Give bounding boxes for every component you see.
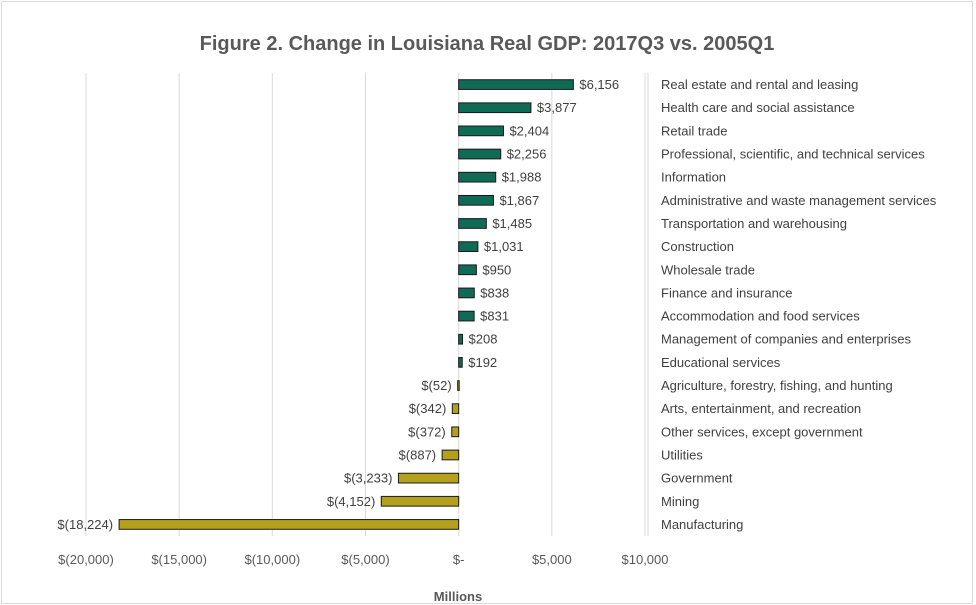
category-label: Manufacturing xyxy=(661,517,743,532)
data-label: $(887) xyxy=(399,447,437,462)
category-label: Mining xyxy=(661,494,699,509)
x-tick-label: $10,000 xyxy=(622,552,669,567)
bar xyxy=(458,102,532,114)
data-label: $2,256 xyxy=(507,147,547,162)
category-label: Finance and insurance xyxy=(661,285,793,300)
bar xyxy=(380,495,460,507)
bar xyxy=(118,519,460,530)
chart-title: Figure 2. Change in Louisiana Real GDP: … xyxy=(200,33,775,55)
category-label: Health care and social assistance xyxy=(661,100,855,115)
data-label: $(18,224) xyxy=(57,517,113,532)
data-label: $(4,152) xyxy=(327,494,375,509)
bar xyxy=(458,264,477,276)
bar xyxy=(451,403,460,415)
data-label: $1,867 xyxy=(499,193,539,208)
data-label: $1,988 xyxy=(502,170,542,185)
category-label: Management of companies and enterprises xyxy=(661,332,912,347)
x-tick-label: $5,000 xyxy=(532,552,572,567)
data-label: $192 xyxy=(468,355,497,370)
x-tick-label: $(20,000) xyxy=(58,552,114,567)
category-label: Transportation and warehousing xyxy=(661,216,847,231)
x-axis-title: Millions xyxy=(434,589,482,604)
category-label: Educational services xyxy=(661,355,781,370)
bar xyxy=(458,218,487,229)
bar xyxy=(458,287,475,299)
bar xyxy=(458,241,479,252)
category-label: Wholesale trade xyxy=(661,262,755,277)
bar xyxy=(458,310,475,322)
category-label: Information xyxy=(661,170,726,185)
category-label: Retail trade xyxy=(661,123,727,138)
bar xyxy=(441,449,460,461)
data-label: $(372) xyxy=(408,424,446,439)
data-label: $208 xyxy=(469,332,498,347)
bar xyxy=(458,79,574,90)
data-label: $831 xyxy=(480,309,509,324)
category-label: Agriculture, forestry, fishing, and hunt… xyxy=(661,378,893,393)
category-label: Other services, except government xyxy=(661,424,863,439)
bar xyxy=(458,125,504,137)
category-label: Utilities xyxy=(661,447,703,462)
bar xyxy=(458,333,464,345)
category-label: Real estate and rental and leasing xyxy=(661,77,858,92)
data-label: $(342) xyxy=(409,401,447,416)
bar xyxy=(397,472,460,484)
data-label: $3,877 xyxy=(537,100,577,115)
x-tick-label: $(15,000) xyxy=(151,552,207,567)
gridlines xyxy=(85,73,649,536)
data-label: $1,485 xyxy=(492,216,532,231)
x-tick-label: $(10,000) xyxy=(245,552,301,567)
data-label: $(3,233) xyxy=(344,471,392,486)
bar xyxy=(458,194,494,206)
bar xyxy=(457,380,460,391)
category-label: Arts, entertainment, and recreation xyxy=(661,401,861,416)
category-label: Government xyxy=(661,471,733,486)
category-labels: Real estate and rental and leasing Health… xyxy=(661,77,937,532)
category-label: Construction xyxy=(661,239,734,254)
bar xyxy=(458,171,497,183)
bars xyxy=(118,79,574,530)
data-labels: $6,156$3,877 $2,404 $2,256 $1,988 $1,867 $1,4… xyxy=(57,77,619,532)
data-label: $838 xyxy=(480,285,509,300)
bar xyxy=(458,357,463,368)
x-tick-label: $(5,000) xyxy=(341,552,389,567)
x-tick-labels: $(20,000) $(15,000) $(10,000) $(5,000) $- $5,… xyxy=(58,552,668,567)
category-label: Professional, scientific, and technical … xyxy=(661,147,925,162)
data-label: $1,031 xyxy=(484,239,524,254)
category-label: Administrative and waste management serv… xyxy=(661,193,937,208)
bar xyxy=(458,148,502,160)
data-label: $6,156 xyxy=(579,77,619,92)
category-label: Accommodation and food services xyxy=(661,309,860,324)
data-label: $(52) xyxy=(421,378,451,393)
bar xyxy=(451,426,460,438)
x-tick-label: $- xyxy=(453,552,465,567)
data-label: $2,404 xyxy=(509,123,549,138)
data-label: $950 xyxy=(482,262,511,277)
